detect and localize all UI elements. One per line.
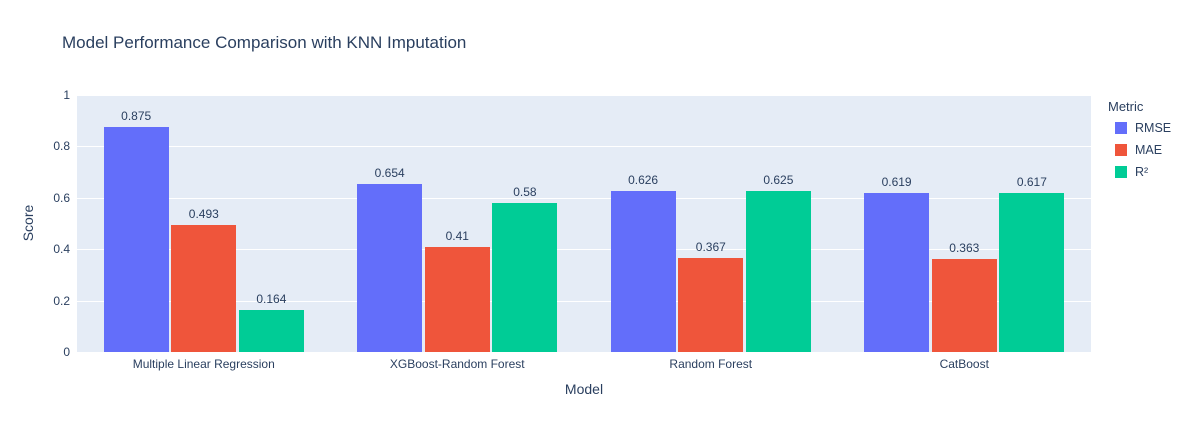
legend-item-rmse[interactable]: RMSE [1108, 121, 1171, 135]
bar-rmse-2[interactable] [610, 191, 676, 352]
gridline [77, 352, 1091, 353]
legend-label: RMSE [1135, 121, 1172, 135]
bar-value-label: 0.164 [256, 291, 287, 306]
legend: Metric RMSE MAE R² [1108, 99, 1171, 187]
bar-value-label: 0.625 [763, 173, 794, 188]
x-axis-title: Model [564, 381, 604, 397]
x-tick-label: XGBoost-Random Forest [389, 357, 525, 371]
y-tick-label: 0.8 [53, 139, 70, 154]
legend-label: MAE [1135, 143, 1163, 157]
bar-rmse-3[interactable] [864, 192, 930, 352]
bar-mae-3[interactable] [931, 258, 997, 352]
gridline [77, 249, 1091, 250]
legend-title: Metric [1108, 99, 1144, 114]
x-tick-label: Multiple Linear Regression [132, 357, 275, 371]
legend-item-mae[interactable]: MAE [1108, 143, 1171, 157]
bar-value-label: 0.626 [628, 173, 659, 188]
chart-title: Model Performance Comparison with KNN Im… [62, 33, 467, 52]
r2-swatch-icon [1115, 166, 1127, 178]
bar-rmse-1[interactable] [357, 183, 423, 352]
bar-rmse-0[interactable] [103, 127, 169, 352]
y-tick-label: 0.4 [53, 242, 70, 257]
x-tick-label: CatBoost [939, 357, 989, 371]
gridline [77, 198, 1091, 199]
y-tick-label: 1 [63, 88, 70, 102]
y-axis-title: Score [20, 204, 36, 242]
y-tick-label: 0.6 [53, 190, 70, 205]
x-tick-label: Random Forest [669, 357, 753, 371]
bar-r²-0[interactable] [238, 309, 304, 352]
gridline [77, 301, 1091, 302]
bar-value-label: 0.875 [121, 109, 152, 124]
rmse-swatch-icon [1115, 122, 1127, 134]
bar-value-label: 0.41 [445, 228, 469, 243]
mae-swatch-icon [1115, 144, 1127, 156]
bar-r²-2[interactable] [745, 191, 811, 352]
y-tick-label: 0.2 [53, 293, 70, 308]
bar-value-label: 0.367 [695, 239, 726, 254]
gridline [77, 146, 1091, 147]
legend-item-r2[interactable]: R² [1108, 165, 1171, 179]
bar-r²-3[interactable] [999, 193, 1065, 352]
bar-value-label: 0.493 [188, 207, 219, 222]
bar-r²-1[interactable] [492, 202, 558, 352]
plot-area[interactable]: 0.875 0.493 0.164 0.654 0.41 0.58 0.626 0.367 0.… [77, 95, 1091, 353]
bar-mae-1[interactable] [424, 246, 490, 352]
legend-label: R² [1135, 165, 1149, 179]
bar-value-label: 0.58 [513, 184, 537, 199]
gridline [77, 95, 1091, 96]
bar-value-label: 0.619 [881, 174, 912, 189]
bar-mae-2[interactable] [678, 257, 744, 352]
bar-value-label: 0.363 [949, 240, 980, 255]
bar-value-label: 0.654 [374, 165, 405, 180]
bar-value-label: 0.617 [1016, 175, 1047, 190]
y-tick-label: 0 [63, 345, 70, 359]
bar-mae-0[interactable] [171, 225, 237, 352]
